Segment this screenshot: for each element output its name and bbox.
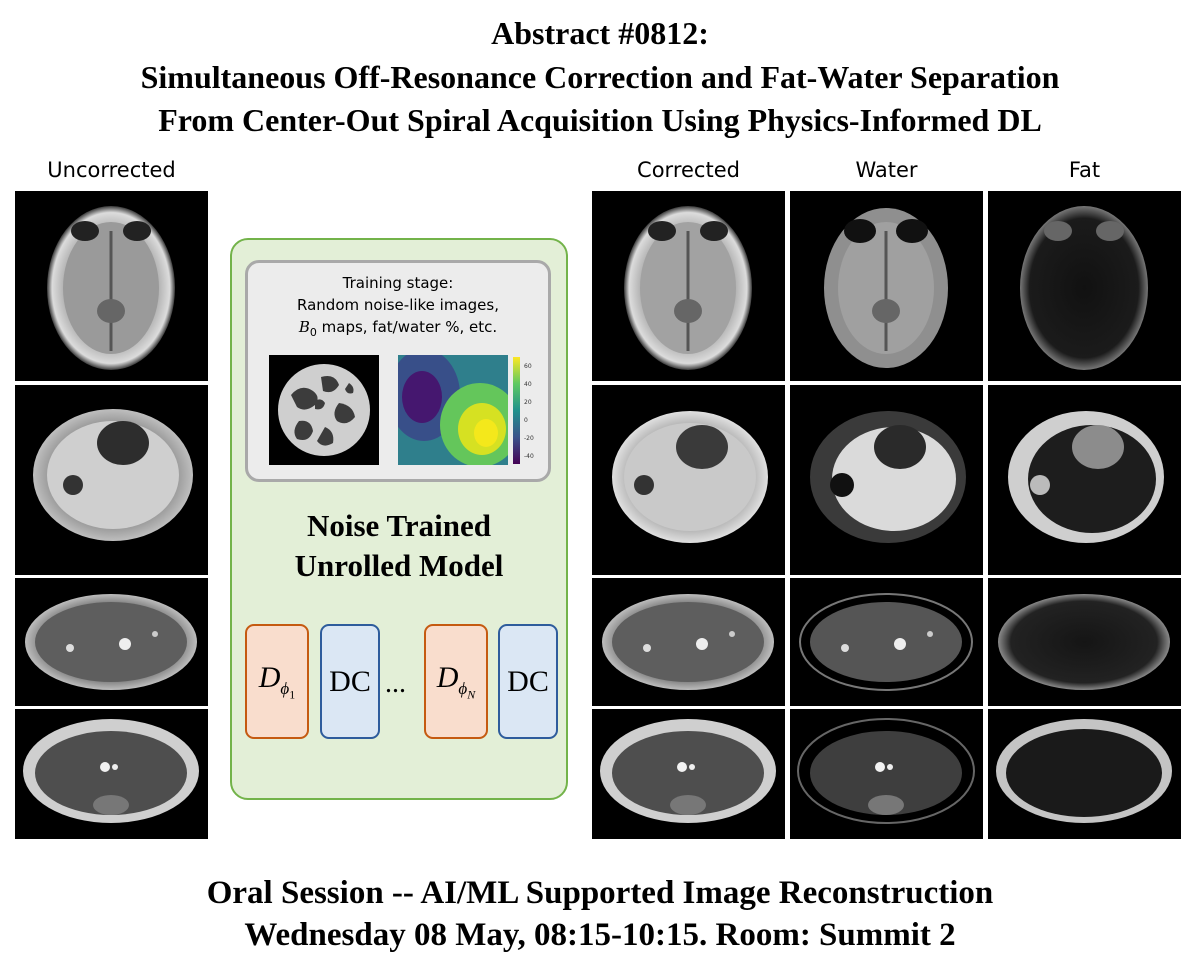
corrected-arm-image <box>592 385 785 575</box>
uncorrected-brain-image <box>15 191 208 381</box>
column-label-water: Water <box>855 158 918 182</box>
colorbar-tick: 20 <box>524 399 532 406</box>
data-consistency-label: DC <box>329 664 371 698</box>
denoiser-index: 1 <box>289 687 296 702</box>
fat-abdomen-lower-image <box>988 709 1181 839</box>
model-name-line-2: Unrolled Model <box>294 548 504 583</box>
column-label-uncorrected: Uncorrected <box>47 158 176 182</box>
column-label-fat: Fat <box>1068 158 1101 182</box>
water-brain-image <box>790 191 983 381</box>
training-stage-detail-2: B0 maps, fat/water %, etc. <box>245 316 551 344</box>
unroll-ellipsis: ... <box>385 668 406 699</box>
abstract-number: Abstract #0812: <box>491 15 709 51</box>
denoiser-subscript: ϕ <box>280 678 290 698</box>
denoiser-symbol: D <box>258 660 281 694</box>
session-name: Oral Session -- AI/ML Supported Image Re… <box>206 875 994 911</box>
training-stage-detail-2-text: maps, fat/water %, etc. <box>316 318 498 336</box>
paper-title-line-1: Simultaneous Off-Resonance Correction an… <box>140 59 1060 95</box>
session-time-and-room: Wednesday 08 May, 08:15-10:15. Room: Sum… <box>244 917 956 953</box>
denoiser-index: N <box>467 687 476 702</box>
data-consistency-block-n: DC <box>498 624 558 739</box>
denoiser-block-1: Dϕ1 <box>245 624 309 739</box>
fat-arm-image <box>988 385 1181 575</box>
data-consistency-label: DC <box>507 664 549 698</box>
data-consistency-block-1: DC <box>320 624 380 739</box>
water-abdomen-lower-image <box>790 709 983 839</box>
water-abdomen-upper-image <box>790 578 983 706</box>
corrected-abdomen-lower-image <box>592 709 785 839</box>
b0-subscript: 0 <box>309 326 317 339</box>
noise-image <box>269 355 379 465</box>
corrected-abdomen-upper-image <box>592 578 785 706</box>
uncorrected-arm-image <box>15 385 208 575</box>
paper-title-line-2: From Center-Out Spiral Acquisition Using… <box>158 102 1042 138</box>
training-stage-detail-1: Random noise-like images, <box>297 296 499 314</box>
column-label-corrected: Corrected <box>637 158 740 182</box>
denoiser-block-n: DϕN <box>424 624 488 739</box>
colorbar-tick-labels: 60 40 20 0 -20 -40 <box>524 358 534 466</box>
b0-map-image <box>398 355 508 465</box>
colorbar-tick: -20 <box>524 435 534 442</box>
b0-symbol: B <box>298 318 310 336</box>
uncorrected-abdomen-lower-image <box>15 709 208 839</box>
b0-colorbar <box>513 357 520 464</box>
model-name-line-1: Noise Trained <box>306 508 491 543</box>
corrected-brain-image <box>592 191 785 381</box>
colorbar-tick: -40 <box>524 453 534 460</box>
denoiser-symbol: D <box>436 660 459 694</box>
fat-brain-image <box>988 191 1181 381</box>
uncorrected-abdomen-upper-image <box>15 578 208 706</box>
water-arm-image <box>790 385 983 575</box>
colorbar-tick: 0 <box>524 417 528 424</box>
colorbar-tick: 60 <box>524 363 532 370</box>
fat-abdomen-upper-image <box>988 578 1181 706</box>
denoiser-subscript: ϕ <box>458 678 468 698</box>
colorbar-tick: 40 <box>524 381 532 388</box>
training-stage-label: Training stage: <box>342 274 454 292</box>
